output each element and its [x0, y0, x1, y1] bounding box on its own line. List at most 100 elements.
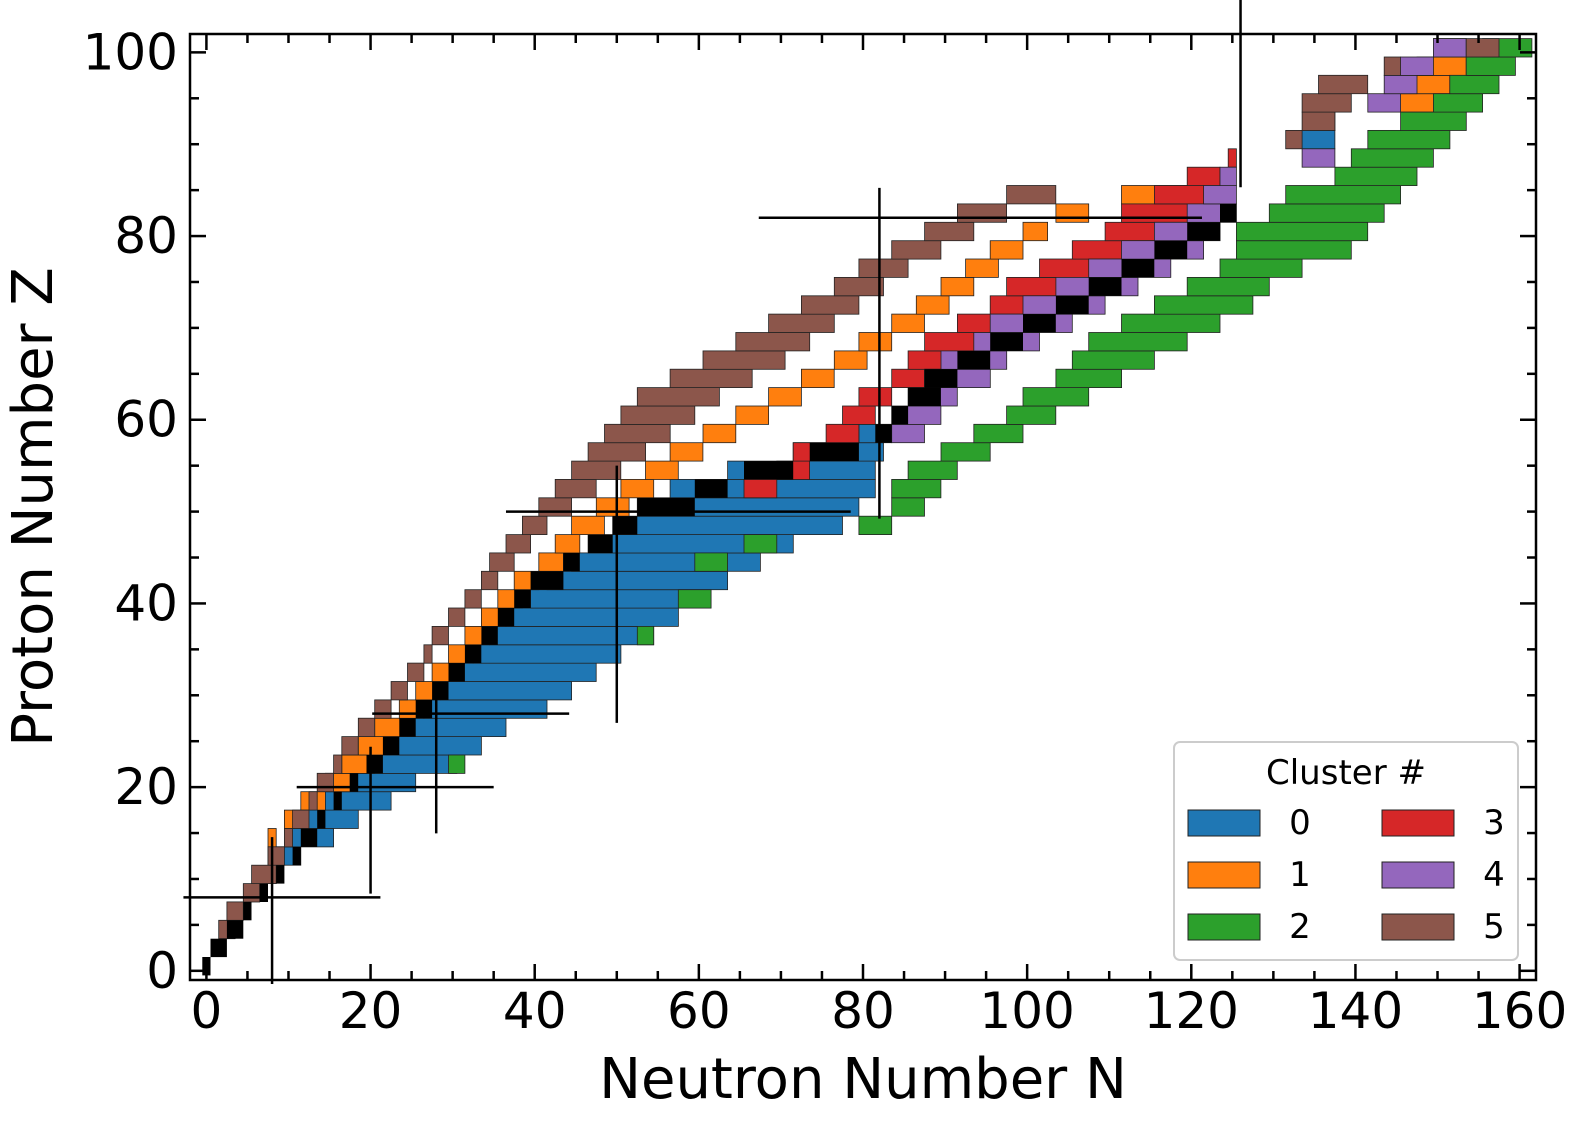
- legend-swatch-0: [1187, 809, 1261, 837]
- cluster-4-cell: [1301, 148, 1336, 168]
- cluster-4-cell: [1367, 93, 1402, 113]
- x-axis-title: Neutron Number N: [599, 1047, 1127, 1112]
- cluster-stable-cell: [1055, 295, 1089, 315]
- cluster-3-cell: [743, 478, 778, 499]
- cluster-5-cell: [801, 295, 860, 315]
- cluster-stable-cell: [588, 534, 613, 553]
- cluster-2-cell: [1055, 368, 1123, 389]
- cluster-2-cell: [448, 754, 466, 774]
- legend-title: Cluster #: [1266, 753, 1426, 793]
- cluster-1-cell: [1055, 203, 1090, 223]
- cluster-5-cell: [522, 515, 548, 536]
- cluster-2-cell: [1268, 203, 1385, 223]
- cluster-5-cell: [636, 387, 720, 407]
- cluster-0-cell: [1301, 129, 1336, 150]
- cluster-5-cell: [702, 350, 786, 370]
- cluster-0-cell: [612, 515, 843, 536]
- cluster-stable-cell: [514, 589, 531, 609]
- legend-entries: 0 1 2 3 4 5: [1187, 803, 1505, 947]
- cluster-2-cell: [907, 460, 958, 480]
- cluster-5-cell: [554, 478, 597, 499]
- cluster-1-cell: [571, 515, 605, 536]
- cluster-5-cell: [226, 901, 244, 921]
- cluster-1-cell: [595, 497, 630, 517]
- cluster-5-cell: [407, 662, 425, 682]
- cluster-2-cell: [1186, 276, 1270, 297]
- cluster-1-cell: [965, 258, 999, 278]
- cluster-5-cell: [480, 570, 499, 591]
- cluster-0-cell: [300, 809, 359, 829]
- cluster-5-cell: [316, 772, 335, 793]
- cluster-2-cell: [1006, 405, 1057, 425]
- cluster-4-cell: [1400, 56, 1434, 76]
- cluster-2-cell: [1367, 129, 1451, 150]
- cluster-5-cell: [1006, 185, 1057, 205]
- cluster-2-cell: [973, 423, 1024, 444]
- x-tick-label: 120: [1144, 982, 1239, 1040]
- cluster-1-cell: [833, 350, 868, 370]
- cluster-5-cell: [620, 405, 696, 425]
- cluster-stable-cell: [432, 681, 449, 700]
- cluster-1-cell: [989, 240, 1024, 260]
- y-tick-labels: 0 20 40 60 80 100: [83, 23, 178, 999]
- cluster-3-cell: [1186, 166, 1221, 186]
- cluster-5-cell: [1301, 111, 1336, 131]
- cluster-stable-cell: [333, 791, 342, 811]
- x-tick-label: 100: [979, 982, 1074, 1040]
- cluster-5-cell: [1383, 56, 1401, 76]
- x-tick-label: 160: [1472, 982, 1567, 1040]
- x-tick-label: 0: [191, 982, 223, 1040]
- cluster-stable-cell: [243, 901, 252, 921]
- cluster-0-cell: [316, 791, 392, 811]
- cluster-stable-cell: [563, 552, 580, 572]
- cluster-2-cell: [1465, 56, 1516, 76]
- y-tick-label: 80: [114, 207, 178, 265]
- cluster-5-cell: [464, 589, 482, 609]
- cluster-stable-cell: [908, 387, 941, 406]
- cluster-1-cell: [940, 276, 975, 297]
- cluster-5-cell: [374, 699, 392, 719]
- y-axis-title: Proton Number Z: [1, 267, 66, 746]
- legend-label-5: 5: [1483, 907, 1505, 947]
- legend-label-4: 4: [1483, 855, 1505, 895]
- cluster-2-cell: [1219, 258, 1303, 278]
- cluster-stable-cell: [1220, 203, 1237, 223]
- cluster-2-cell: [1400, 111, 1467, 131]
- cluster-2-cell: [1022, 387, 1090, 407]
- cluster-0-cell: [505, 607, 679, 627]
- cluster-1-cell: [735, 405, 769, 425]
- cluster-2-cell: [1334, 166, 1418, 186]
- cluster-5-cell: [448, 607, 466, 627]
- cluster-stable-cell: [210, 938, 227, 958]
- cluster-2-cell: [940, 442, 991, 462]
- cluster-stable-cell: [366, 755, 383, 774]
- cluster-5-cell: [957, 203, 1008, 223]
- cluster-0-cell: [423, 699, 548, 719]
- cluster-2-cell: [1285, 185, 1401, 205]
- cluster-2-cell: [1236, 240, 1352, 260]
- cluster-2-cell: [1121, 313, 1221, 333]
- cluster-5-cell: [242, 883, 261, 903]
- cluster-3-cell: [891, 368, 925, 389]
- cluster-stable-cell: [399, 718, 416, 737]
- legend-label-2: 2: [1289, 907, 1311, 947]
- cluster-5-cell: [768, 313, 835, 333]
- cluster-0-cell: [472, 644, 622, 664]
- cluster-1-cell: [1022, 221, 1049, 242]
- cluster-5-cell: [604, 423, 671, 444]
- axis-ticks: [190, 34, 1536, 980]
- cluster-1-cell: [858, 332, 893, 352]
- cluster-4-cell: [1383, 74, 1418, 95]
- cluster-2-cell: [891, 478, 942, 499]
- cluster-5-cell: [924, 221, 975, 242]
- cluster-5-cell: [1465, 38, 1500, 58]
- cluster-5-cell: [571, 460, 622, 480]
- cluster-1-cell: [669, 442, 704, 462]
- legend-label-1: 1: [1289, 855, 1311, 895]
- cluster-stable-cell: [1154, 240, 1188, 260]
- cluster-3-cell: [842, 405, 876, 425]
- cluster-stable-cell: [694, 479, 728, 498]
- y-tick-label: 0: [146, 942, 178, 1000]
- x-tick-label: 20: [339, 982, 403, 1040]
